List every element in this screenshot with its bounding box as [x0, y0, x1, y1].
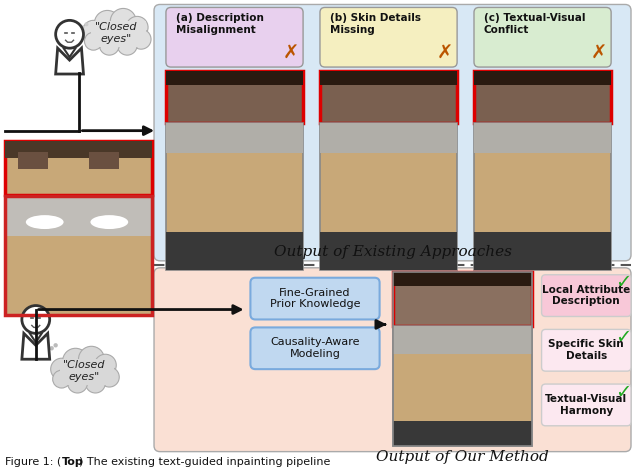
Bar [392, 327, 532, 446]
FancyBboxPatch shape [320, 8, 457, 67]
Bar [392, 272, 532, 446]
Bar [320, 123, 457, 270]
Text: ✓: ✓ [615, 383, 631, 401]
Bar [474, 71, 611, 85]
Bar [392, 421, 532, 446]
Circle shape [117, 35, 137, 55]
Text: Figure 1: (: Figure 1: ( [5, 456, 61, 467]
Text: (a) Description
Misalignment: (a) Description Misalignment [176, 14, 264, 35]
Text: ✗: ✗ [437, 44, 453, 63]
Bar [90, 151, 119, 169]
Circle shape [77, 29, 81, 33]
Text: Output of Existing Approaches: Output of Existing Approaches [273, 245, 511, 259]
FancyBboxPatch shape [541, 329, 631, 371]
Circle shape [45, 350, 50, 354]
Circle shape [110, 8, 136, 34]
Bar [5, 196, 152, 315]
Text: "Closed
eyes": "Closed eyes" [63, 360, 106, 382]
Bar [5, 236, 152, 315]
Text: ) The existing text-guided inpainting pipeline: ) The existing text-guided inpainting pi… [79, 456, 331, 467]
Bar [320, 232, 457, 270]
Bar [5, 141, 152, 158]
FancyBboxPatch shape [166, 8, 303, 67]
FancyBboxPatch shape [541, 384, 631, 426]
FancyBboxPatch shape [154, 4, 631, 261]
Circle shape [95, 354, 116, 376]
Bar [392, 272, 532, 327]
Text: Causality-Aware
Modeling: Causality-Aware Modeling [270, 337, 360, 359]
Circle shape [49, 346, 54, 351]
Bar [166, 123, 303, 153]
Text: ✗: ✗ [283, 44, 300, 63]
FancyBboxPatch shape [250, 328, 380, 369]
Bar [5, 196, 152, 236]
Circle shape [126, 16, 148, 38]
Bar [60, 359, 115, 385]
Bar [166, 123, 303, 270]
Bar [92, 21, 146, 47]
Text: Textual-Visual
Harmony: Textual-Visual Harmony [545, 394, 627, 416]
Circle shape [131, 29, 151, 49]
Text: (c) Textual-Visual
Conflict: (c) Textual-Visual Conflict [484, 14, 586, 35]
Text: Local Attribute
Description: Local Attribute Description [542, 285, 630, 306]
Text: Top: Top [61, 456, 83, 467]
Bar [166, 71, 303, 85]
Bar [320, 71, 457, 85]
Circle shape [54, 343, 58, 347]
Circle shape [79, 346, 104, 372]
Circle shape [68, 373, 88, 393]
Ellipse shape [90, 215, 128, 229]
Text: "Closed
eyes": "Closed eyes" [95, 23, 138, 44]
Bar [320, 123, 457, 153]
Bar [166, 232, 303, 270]
Bar [474, 123, 611, 153]
Bar [5, 196, 152, 315]
Polygon shape [56, 48, 83, 74]
Circle shape [63, 348, 88, 374]
FancyBboxPatch shape [541, 275, 631, 316]
Bar [474, 232, 611, 270]
Text: ✗: ✗ [591, 44, 607, 63]
Circle shape [81, 25, 84, 29]
Circle shape [84, 32, 102, 50]
Circle shape [56, 20, 83, 48]
FancyBboxPatch shape [250, 278, 380, 320]
Text: (b) Skin Details
Missing: (b) Skin Details Missing [330, 14, 421, 35]
Circle shape [22, 306, 50, 333]
Bar [18, 151, 48, 169]
Bar [166, 71, 303, 123]
Bar [392, 327, 532, 354]
Circle shape [86, 373, 106, 393]
Circle shape [95, 10, 120, 36]
FancyBboxPatch shape [154, 268, 631, 452]
Circle shape [99, 367, 119, 387]
Text: Fine-Grained
Prior Knowledge: Fine-Grained Prior Knowledge [269, 288, 360, 309]
Text: Specific Skin
Details: Specific Skin Details [548, 339, 624, 361]
Text: ✓: ✓ [615, 273, 631, 292]
Circle shape [52, 370, 70, 388]
Bar [5, 141, 152, 195]
FancyBboxPatch shape [474, 8, 611, 67]
Text: Output of Our Method: Output of Our Method [376, 450, 548, 463]
Bar [474, 71, 611, 123]
Circle shape [99, 35, 119, 55]
Bar [474, 123, 611, 270]
Bar [320, 71, 457, 123]
Text: ✓: ✓ [615, 328, 631, 347]
Circle shape [51, 358, 72, 380]
Circle shape [83, 20, 104, 42]
Polygon shape [22, 333, 50, 359]
Circle shape [84, 23, 88, 26]
Bar [392, 272, 532, 286]
Ellipse shape [26, 215, 63, 229]
